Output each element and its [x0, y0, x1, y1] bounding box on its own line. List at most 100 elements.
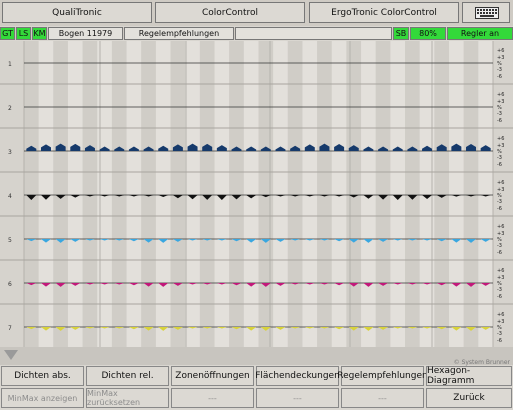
- color-mark: [378, 239, 389, 242]
- blue-mark: [392, 146, 403, 151]
- scale-label: -6: [497, 162, 502, 168]
- color-mark: [158, 239, 169, 243]
- zone-column: [302, 41, 318, 347]
- qualitronic-button[interactable]: QualiTronic: [2, 2, 152, 23]
- scale-label: -6: [497, 206, 502, 212]
- color-mark: [304, 327, 315, 329]
- color-mark: [187, 195, 198, 200]
- empty-button-1[interactable]: ---: [171, 388, 254, 408]
- flaechendeckungen-button[interactable]: Flächendeckungen: [255, 366, 340, 386]
- color-mark: [187, 239, 198, 241]
- scale-label: %: [497, 325, 502, 331]
- regelempfehlungen-button[interactable]: Regelempfehlungen: [337, 366, 428, 386]
- scale-label: -3: [497, 287, 502, 293]
- color-mark: [466, 239, 477, 243]
- zurueck-button[interactable]: Zurück: [426, 388, 512, 408]
- color-mark: [216, 327, 227, 329]
- empty-button-3[interactable]: ---: [341, 388, 424, 408]
- sb-indicator[interactable]: SB: [393, 27, 409, 40]
- row-label: 7: [8, 325, 12, 332]
- zone-column: [243, 41, 259, 347]
- hexagon-diagramm-button[interactable]: Hexagon-Diagramm: [426, 366, 512, 386]
- color-mark: [128, 283, 139, 286]
- color-mark: [334, 327, 345, 330]
- zone-column: [111, 41, 127, 347]
- color-mark: [319, 195, 330, 197]
- color-mark: [114, 195, 125, 197]
- zone-column: [273, 41, 288, 347]
- ergotronic-button[interactable]: ErgoTronic ColorControl: [309, 2, 459, 23]
- scale-label: +3: [497, 143, 504, 149]
- regler-indicator[interactable]: Regler an: [447, 27, 513, 40]
- km-indicator[interactable]: KM: [32, 27, 47, 40]
- color-mark: [128, 239, 139, 242]
- color-mark: [466, 283, 477, 287]
- blue-mark: [26, 145, 37, 151]
- color-mark: [84, 327, 95, 329]
- row-label: 2: [8, 105, 12, 112]
- ls-indicator[interactable]: LS: [16, 27, 31, 40]
- blue-mark: [363, 146, 374, 151]
- colorcontrol-button[interactable]: ColorControl: [155, 2, 305, 23]
- dichten-rel-button[interactable]: Dichten rel.: [86, 366, 169, 386]
- color-mark: [466, 195, 477, 197]
- color-mark: [172, 239, 183, 242]
- color-mark: [392, 283, 403, 285]
- status-spacer: [235, 27, 392, 40]
- color-mark: [480, 283, 491, 286]
- minmax-anzeigen-button[interactable]: MinMax anzeigen: [1, 388, 84, 408]
- color-mark: [143, 327, 154, 331]
- color-mark: [319, 283, 330, 285]
- zone-column: [24, 41, 39, 347]
- scale-label: %: [497, 105, 502, 111]
- color-mark: [55, 283, 66, 287]
- color-mark: [40, 327, 51, 331]
- color-mark: [246, 327, 257, 331]
- scale-label: %: [497, 193, 502, 199]
- scale-label: +6: [497, 312, 504, 318]
- scale-label: -3: [497, 199, 502, 205]
- zone-column: [229, 41, 244, 347]
- color-mark: [290, 239, 301, 241]
- zone-column: [214, 41, 230, 347]
- color-mark: [55, 327, 66, 331]
- color-mark: [378, 195, 389, 200]
- minmax-zuruecksetzen-button[interactable]: MinMax zurücksetzen: [86, 388, 169, 408]
- zone-column: [170, 41, 186, 347]
- down-arrow-icon[interactable]: [4, 350, 18, 360]
- color-mark: [99, 195, 110, 197]
- color-mark: [187, 327, 198, 329]
- color-mark: [158, 327, 169, 331]
- zone-column: [97, 41, 112, 347]
- blue-mark: [172, 144, 183, 151]
- color-mark: [348, 283, 359, 287]
- empty-button-2[interactable]: ---: [256, 388, 339, 408]
- blue-mark: [407, 146, 418, 151]
- keyboard-button[interactable]: [462, 2, 510, 23]
- color-mark: [246, 195, 257, 199]
- color-mark: [158, 195, 169, 197]
- blue-mark: [231, 146, 242, 151]
- color-mark: [334, 283, 345, 286]
- blue-mark: [436, 144, 447, 151]
- zonenoeffnungen-button[interactable]: Zonenöffnungen: [171, 366, 254, 386]
- scale-label: -3: [497, 331, 502, 337]
- gt-indicator[interactable]: GT: [0, 27, 15, 40]
- color-mark: [422, 239, 433, 241]
- scale-label: -6: [497, 250, 502, 256]
- color-mark: [26, 239, 37, 242]
- dichten-abs-button[interactable]: Dichten abs.: [1, 366, 84, 386]
- zone-column: [463, 41, 479, 347]
- zone-column: [419, 41, 435, 347]
- color-mark: [246, 239, 257, 243]
- scale-label: +3: [497, 99, 504, 105]
- color-mark: [26, 327, 37, 330]
- color-mark: [216, 239, 227, 241]
- color-mark: [422, 283, 433, 285]
- row-label: 1: [8, 61, 12, 68]
- scale-label: -6: [497, 294, 502, 300]
- percent-indicator[interactable]: 80%: [410, 27, 446, 40]
- blue-mark: [114, 146, 125, 151]
- color-mark: [348, 195, 359, 198]
- zone-column: [375, 41, 391, 347]
